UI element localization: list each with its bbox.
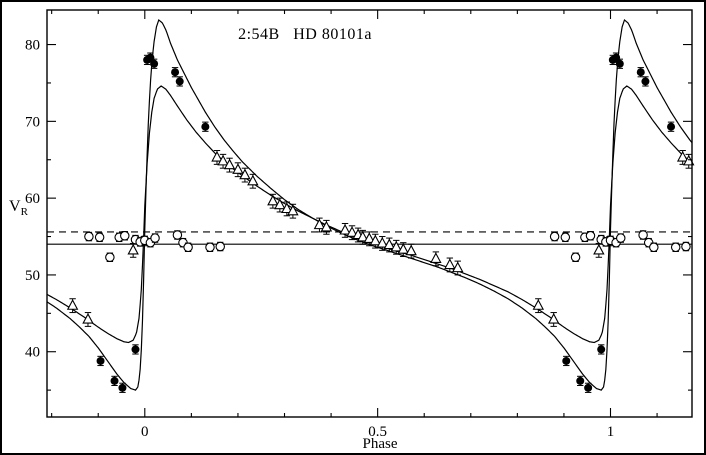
y-tick-label: 60	[25, 191, 40, 207]
x-tick-label: 0	[141, 424, 149, 440]
axes: 0 0.5 1 40 50 60 70 80	[25, 9, 693, 440]
x-tick-label: 1	[607, 424, 615, 440]
primary-component-filled-circles-	[96, 52, 676, 393]
primary-rv-curve	[46, 18, 693, 391]
chart-title: 2:54B HD 80101a	[238, 26, 372, 43]
y-tick-label: 40	[25, 345, 40, 361]
y-tick-label: 50	[25, 268, 40, 284]
y-axis-label: VR	[9, 198, 28, 218]
fitted-rv-curves	[46, 18, 693, 391]
x-axis-label: Phase	[362, 436, 398, 452]
y-axis-label-subscript: R	[20, 206, 28, 218]
x-tick-label: 0.5	[368, 424, 387, 440]
y-tick-label: 70	[25, 114, 40, 130]
plot-frame	[46, 9, 693, 418]
secondary-rv-curve	[46, 85, 693, 344]
tertiary-component-open-circles-	[84, 230, 691, 263]
secondary-component-open-triangles-	[66, 150, 695, 327]
y-axis-label-main: V	[9, 198, 21, 215]
y-tick-label: 80	[25, 38, 40, 54]
